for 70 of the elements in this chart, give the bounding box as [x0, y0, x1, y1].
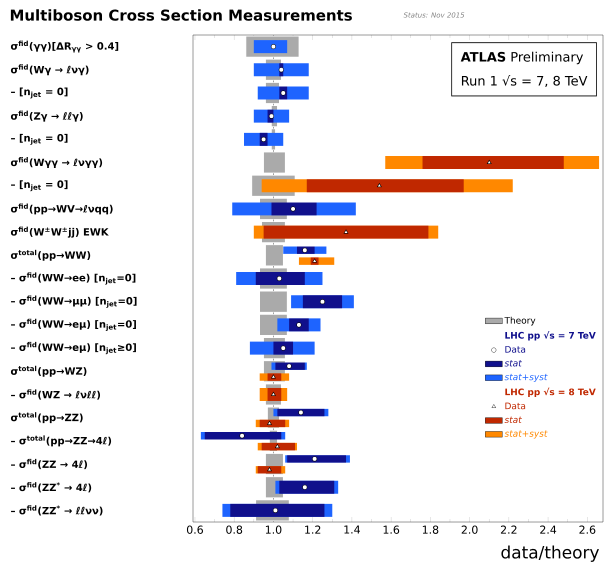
legend-label: stat+syst	[504, 374, 548, 382]
point	[261, 136, 266, 142]
bar	[273, 342, 294, 355]
y-tick-label: – σ$^{fid}$(ZZ → 4ℓ)	[11, 458, 88, 470]
point	[278, 67, 284, 72]
y-tick-label: – σ$^{fid}$(WW→μμ) [n$_{jet}$=0]	[11, 296, 137, 308]
x-tick-label: 2.4	[540, 526, 556, 534]
y-tick-label: σ$^{fid}$(W$^{±}$W$^{±}$jj) EWK	[10, 226, 109, 238]
y-tick-label: – σ$^{fid}$(ZZ$^{*}$ → 4ℓ)	[11, 482, 92, 492]
x-tick-label: 1.8	[422, 526, 438, 534]
bar	[260, 420, 286, 428]
bar	[258, 466, 282, 474]
y-tick-label: – [n$_{jet}$ = 0]	[11, 180, 68, 192]
legend-label: stat	[504, 360, 522, 366]
y-tick-label: – σ$^{fid}$(ZZ$^{*}$ → ℓℓνν)	[11, 505, 102, 516]
x-tick-label: 0.8	[226, 526, 242, 534]
bar	[254, 63, 309, 76]
point	[276, 276, 282, 282]
point	[302, 484, 308, 490]
x-tick-label: 2.0	[462, 526, 478, 534]
x-tick-label: 2.2	[500, 526, 516, 534]
y-tick-label: σ$^{total}$(pp→ZZ)	[10, 412, 83, 424]
bar	[289, 318, 309, 332]
x-axis-title: data/theory	[501, 546, 599, 562]
x-tick-label: 1.6	[384, 526, 400, 534]
x-tick-label: 1.2	[305, 526, 320, 534]
point	[486, 160, 492, 164]
y-tick-label: σ$^{fid}$(pp→WV→ℓνqq)	[10, 203, 113, 214]
legend-label: Data	[505, 402, 526, 410]
point	[272, 508, 278, 514]
annotation: LHC pp √s = 8 TeV	[505, 388, 596, 397]
point	[268, 114, 274, 119]
y-tick-label: – σ$^{total}$(pp→ZZ→4ℓ)	[11, 435, 112, 446]
annotation: LHC pp √s = 7 TeV	[505, 331, 596, 340]
bar	[302, 295, 342, 308]
point	[271, 392, 276, 396]
y-tick-label: σ$^{total}$(pp→WZ)	[10, 366, 86, 377]
bar	[254, 40, 288, 54]
y-tick-label: – σ$^{fid}$(WW→ee) [n$_{jet}$=0]	[11, 272, 136, 285]
y-tick-label: – σ$^{fid}$(WZ → ℓνℓℓ)	[11, 389, 100, 400]
x-tick-label: 1.4	[344, 526, 360, 534]
point	[280, 90, 286, 96]
annotation: ATLAS Preliminary	[460, 52, 584, 64]
bar	[271, 202, 317, 216]
point	[344, 230, 348, 234]
point	[296, 322, 302, 328]
y-tick-label: σ$^{fid}$(γγ)[ΔR$_{γγ}$ > 0.4]	[10, 40, 118, 53]
x-tick-label: 0.6	[186, 526, 203, 534]
legend-label: stat	[504, 416, 522, 424]
y-tick-label: – σ$^{fid}$(WW→eμ) [n$_{jet}$=0]	[11, 318, 136, 332]
point	[290, 206, 296, 212]
y-tick-label: – σ$^{fid}$(WW→eμ) [n$_{jet}$≥0]	[11, 342, 136, 354]
annotation: Run 1 √s = 7, 8 TeV	[462, 74, 588, 87]
legend-label: Theory	[504, 316, 536, 326]
x-tick-label: 1.0	[266, 526, 282, 534]
point	[270, 44, 276, 50]
y-tick-label: – [n$_{jet}$ = 0]	[11, 134, 68, 145]
point	[320, 299, 326, 304]
legend-label: Data	[505, 346, 526, 353]
x-tick-label: 2.6	[579, 526, 596, 534]
chart-title: Multiboson Cross Section Measurements	[10, 9, 352, 21]
y-tick-label: σ$^{total}$(pp→WW)	[10, 250, 90, 261]
y-tick-label: σ$^{fid}$(Wγγ → ℓνγγ)	[10, 157, 102, 168]
y-tick-label: σ$^{fid}$(Zγ → ℓℓγ)	[10, 110, 83, 122]
y-tick-label: – [n$_{jet}$ = 0]	[11, 88, 68, 98]
y-tick-label: σ$^{fid}$(Wγ → ℓνγ)	[10, 64, 89, 76]
point	[280, 345, 286, 351]
legend-label: stat+syst	[504, 430, 548, 439]
bar	[256, 272, 305, 285]
point	[377, 183, 382, 188]
